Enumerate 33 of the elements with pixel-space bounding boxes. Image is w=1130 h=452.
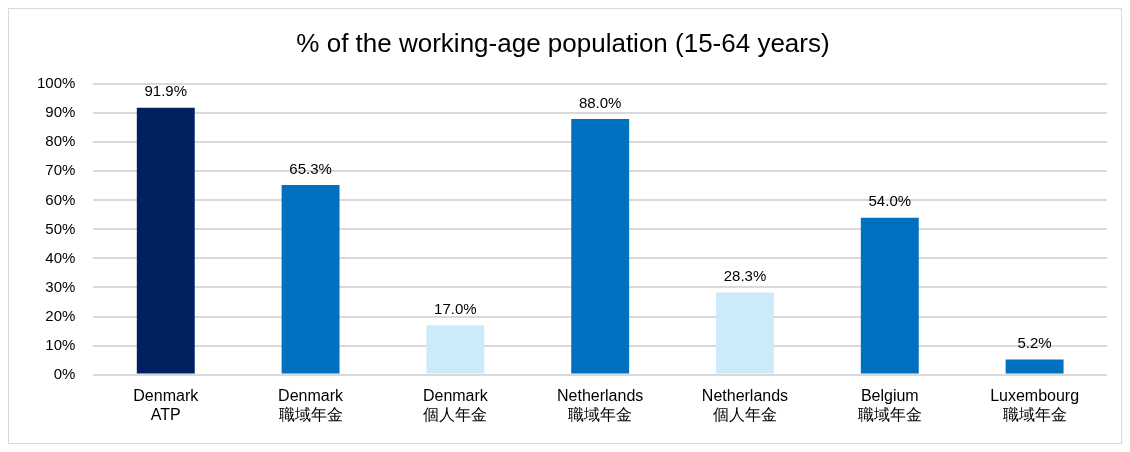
data-label: 28.3% — [723, 267, 767, 285]
data-label: 91.9% — [144, 82, 188, 100]
bar — [426, 325, 485, 374]
bar — [281, 184, 340, 374]
bar — [1005, 359, 1064, 374]
bar — [136, 107, 195, 374]
x-tick-label: Netherlands 個人年金 — [701, 386, 789, 423]
bar — [716, 292, 774, 374]
x-tick-label: Denmark ATP — [133, 386, 200, 423]
data-label: 17.0% — [434, 299, 477, 317]
chart-title: % of the working-age population (15-64 years) — [296, 27, 830, 58]
y-tick-label: 60% — [45, 190, 76, 208]
x-tick-label: Luxembourg 職域年金 — [990, 386, 1080, 423]
y-tick-label: 20% — [45, 306, 76, 324]
bar — [571, 119, 630, 374]
y-tick-label: 70% — [45, 161, 76, 179]
data-label: 88.0% — [578, 93, 622, 111]
bar — [860, 217, 919, 374]
y-tick-label: 90% — [45, 103, 76, 121]
y-tick-label: 80% — [45, 132, 76, 150]
y-tick-label: 40% — [45, 248, 76, 266]
x-tick-label: Denmark 個人年金 — [422, 386, 489, 423]
y-tick-label: 50% — [45, 219, 76, 237]
y-tick-label: 10% — [45, 335, 76, 353]
y-tick-label: 30% — [45, 277, 76, 295]
x-tick-label: Netherlands 職域年金 — [557, 386, 644, 423]
y-tick-label: 0% — [53, 364, 76, 382]
data-label: 65.3% — [289, 159, 332, 177]
x-tick-label: Denmark 職域年金 — [278, 386, 345, 423]
y-tick-label: 100% — [36, 74, 76, 92]
data-label: 54.0% — [868, 192, 912, 210]
data-label: 5.2% — [1017, 334, 1052, 352]
x-tick-label: Belgium 職域年金 — [857, 386, 922, 423]
